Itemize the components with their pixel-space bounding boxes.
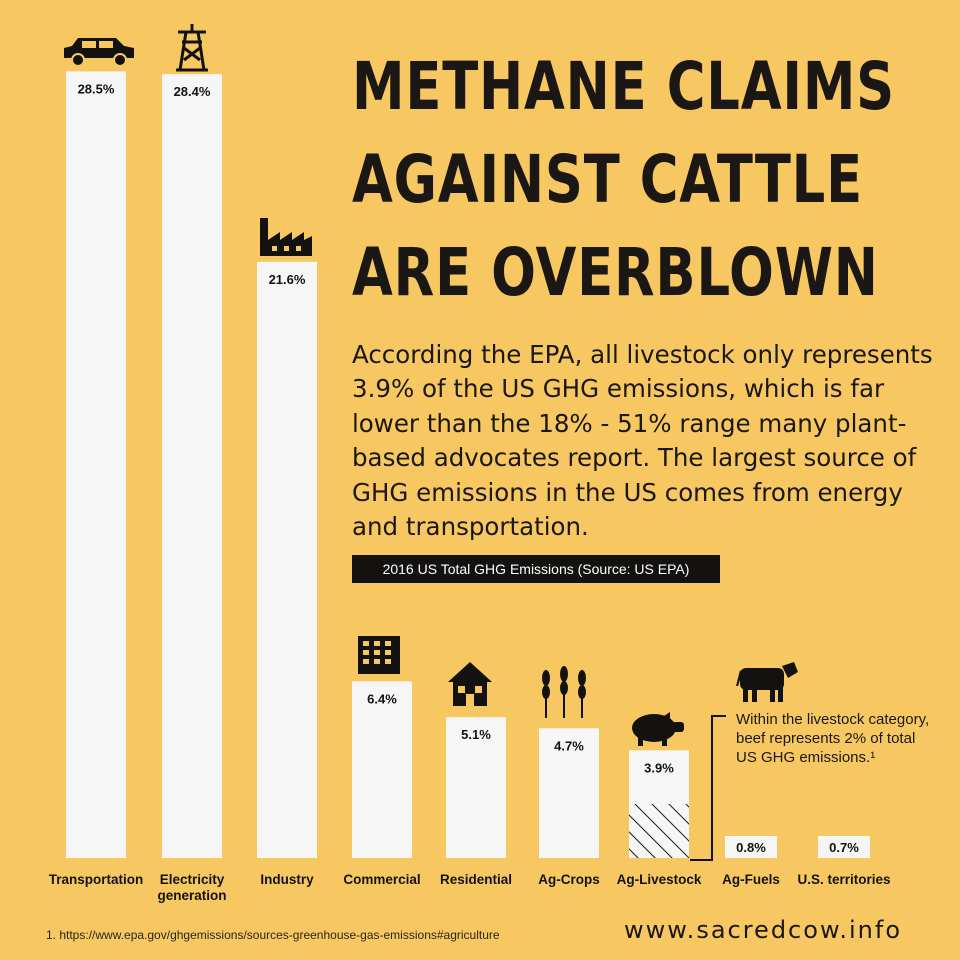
bar-u-s-territories: [818, 836, 870, 858]
bar-value-label: 4.7%: [554, 738, 584, 753]
office-building-icon: [358, 636, 400, 674]
category-label: Transportation: [49, 872, 144, 887]
headline-line-2: AGAINST CATTLE: [352, 141, 863, 218]
beef-annotation: Within the livestock category, beef repr…: [736, 711, 930, 766]
chart-title-badge: 2016 US Total GHG Emissions (Source: US …: [352, 555, 720, 583]
bar-value-label: 21.6%: [269, 272, 306, 287]
bar-value-label: 28.5%: [78, 81, 115, 96]
category-label: Electricity generation: [157, 872, 226, 903]
footnote-link[interactable]: 1. https://www.epa.gov/ghgemissions/sour…: [46, 928, 500, 942]
category-label: Ag-Livestock: [617, 872, 702, 887]
category-label: Ag-Fuels: [722, 872, 780, 887]
pig-icon: [632, 712, 684, 746]
car-icon: [64, 38, 134, 67]
bar-transportation: [66, 71, 126, 858]
bar-value-label: 0.7%: [829, 840, 859, 855]
annotation-connector: [690, 715, 726, 861]
bar-industry: [257, 261, 317, 859]
factory-icon: [260, 218, 312, 256]
bar-value-label: 28.4%: [174, 84, 211, 99]
bar-ag-fuels: [725, 836, 777, 858]
bar-residential: [446, 717, 506, 858]
category-label: U.S. territories: [797, 872, 890, 887]
bar-value-label: 0.8%: [736, 840, 766, 855]
house-icon: [448, 662, 492, 706]
bar-value-label: 6.4%: [367, 691, 397, 706]
category-label: Commercial: [343, 872, 420, 887]
bar-value-label: 3.9%: [644, 760, 674, 775]
headline-line-1: METHANE CLAIMS: [352, 48, 895, 125]
bar-commercial: [352, 681, 412, 858]
cow-icon: [736, 662, 798, 702]
wheat-icon: [542, 666, 586, 718]
bar-value-label: 5.1%: [461, 727, 491, 742]
bar-ag-crops: [539, 728, 599, 858]
category-label: Industry: [260, 872, 314, 887]
category-label: Ag-Crops: [538, 872, 600, 887]
power-tower-icon: [176, 24, 208, 72]
website-link[interactable]: www.sacredcow.info: [624, 916, 903, 944]
category-label: Residential: [440, 872, 512, 887]
intro-paragraph: According the EPA, all livestock only re…: [352, 340, 933, 542]
bar-hatched-beef-portion: [629, 804, 689, 858]
headline-line-3: ARE OVERBLOWN: [352, 234, 879, 311]
headline: METHANE CLAIMS AGAINST CATTLE ARE OVERBL…: [352, 40, 895, 319]
bar-electricity-generation: [162, 74, 222, 858]
